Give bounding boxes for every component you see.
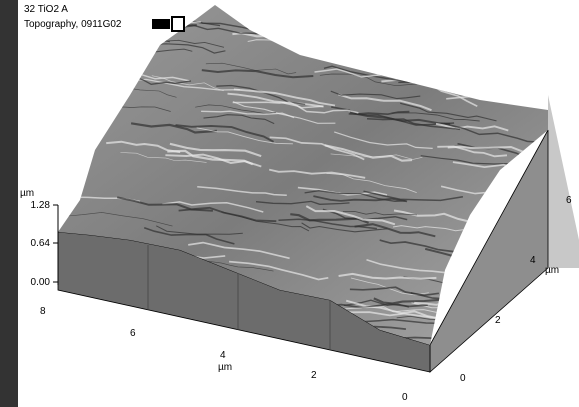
screenshot: 32 TiO2 A Topography, 0911G02 µm 1.28 0.… <box>0 0 579 407</box>
ridge <box>43 57 115 68</box>
ridge <box>403 55 497 65</box>
ridge <box>430 4 519 24</box>
y-tick: 6 <box>566 195 572 206</box>
x-unit: µm <box>218 362 232 373</box>
z-tick: 1.28 <box>31 200 51 211</box>
ridge <box>91 30 170 42</box>
scale-icon-box <box>172 17 184 31</box>
ridge <box>413 43 490 57</box>
ridge <box>422 19 507 26</box>
x-tick: 0 <box>402 392 408 403</box>
x-tick: 2 <box>311 370 317 381</box>
z-tick: 0.64 <box>31 238 51 249</box>
left-strip <box>0 0 18 407</box>
z-tick: 0.00 <box>31 277 51 288</box>
x-tick: 4 <box>220 350 226 361</box>
x-tick: 6 <box>130 328 136 339</box>
z-unit: µm <box>20 188 34 199</box>
sample-label: 32 TiO2 A <box>24 4 68 15</box>
ridge <box>40 312 139 322</box>
image-label: Topography, 0911G02 <box>24 19 122 30</box>
afm-view: 32 TiO2 A Topography, 0911G02 µm 1.28 0.… <box>0 0 579 407</box>
ridge <box>333 18 440 35</box>
y-unit: µm <box>545 265 559 276</box>
y-tick: 0 <box>460 373 466 384</box>
ridge <box>398 63 506 66</box>
y-tick: 2 <box>495 315 501 326</box>
ridge <box>429 4 525 16</box>
scale-icon <box>152 19 170 29</box>
ridge <box>379 24 460 28</box>
ridge <box>404 49 480 53</box>
ridge <box>408 17 494 20</box>
ridge <box>123 10 195 17</box>
ridge <box>318 34 411 40</box>
x-tick: 8 <box>40 306 46 317</box>
z-ticks <box>53 205 58 282</box>
ridge <box>81 319 178 324</box>
y-tick: 4 <box>530 255 536 266</box>
